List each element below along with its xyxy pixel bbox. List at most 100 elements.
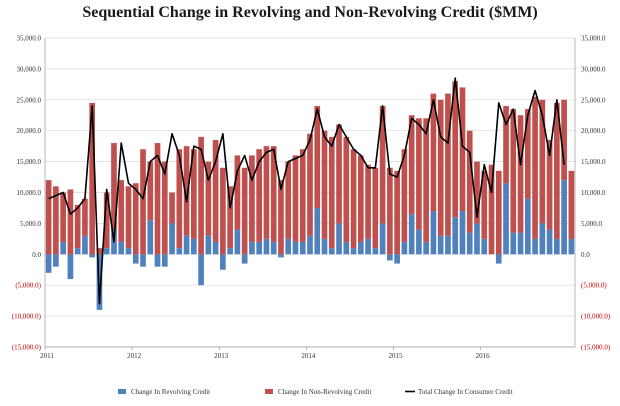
bar-revolving <box>118 241 125 255</box>
bar-non-revolving <box>176 149 183 249</box>
y-tick-label-left: 20,000.0 <box>17 127 42 135</box>
bar-revolving <box>270 241 277 255</box>
bar-non-revolving <box>270 146 277 242</box>
bar-non-revolving <box>183 146 190 236</box>
bar-non-revolving <box>495 170 502 255</box>
legend-label: Change In Non-Revolving Credit <box>278 388 372 396</box>
bar-non-revolving <box>307 133 313 236</box>
bar-revolving <box>437 235 444 255</box>
bar-revolving <box>416 229 422 255</box>
bar-non-revolving <box>365 164 371 239</box>
y-tick-label-left: 0.0 <box>32 251 41 259</box>
bar-revolving <box>132 254 139 264</box>
bar-revolving <box>466 232 473 255</box>
bar-non-revolving <box>205 161 212 236</box>
bar-revolving <box>45 254 52 273</box>
bar-revolving <box>394 254 400 264</box>
bar-revolving <box>191 238 197 255</box>
bar-non-revolving <box>132 183 139 255</box>
bar-revolving <box>379 223 386 255</box>
chart-title: Sequential Change in Revolving and Non-R… <box>82 4 538 21</box>
x-tick-label: 2014 <box>301 352 316 360</box>
bar-non-revolving <box>546 139 553 230</box>
bar-revolving <box>474 223 480 255</box>
y-tick-label-right: 25,000.0 <box>581 96 606 104</box>
bar-revolving <box>328 248 335 255</box>
bar-non-revolving <box>387 167 393 255</box>
bar-non-revolving <box>256 149 263 242</box>
bar-revolving <box>307 235 313 255</box>
bar-non-revolving <box>379 105 386 224</box>
bar-non-revolving <box>74 204 81 249</box>
bar-revolving <box>372 248 379 255</box>
x-tick-label: 2012 <box>127 352 142 360</box>
bar-non-revolving <box>408 115 415 215</box>
bar-non-revolving <box>118 180 125 242</box>
bar-revolving <box>532 238 538 255</box>
bar-non-revolving <box>161 161 168 255</box>
bar-non-revolving <box>517 115 524 233</box>
bar-revolving <box>278 254 284 258</box>
bar-revolving <box>459 211 466 255</box>
bar-revolving <box>183 235 190 255</box>
bar-revolving <box>365 238 371 255</box>
bar-non-revolving <box>234 155 241 230</box>
bar-revolving <box>256 241 263 255</box>
x-tick-label: 2016 <box>476 352 491 360</box>
y-tick-label-left: 5,000.0 <box>20 220 42 228</box>
bar-non-revolving <box>561 99 567 181</box>
bar-non-revolving <box>45 180 52 255</box>
axes: (15,000.0) (15,000.0) (10,000.0) (10,000.0)… <box>12 35 611 361</box>
legend-label: Change In Revolving Credit <box>131 388 210 396</box>
bar-revolving <box>212 241 219 255</box>
bar-revolving <box>169 223 175 255</box>
bar-non-revolving <box>140 149 146 255</box>
bar-non-revolving <box>474 161 480 224</box>
bar-revolving <box>495 254 502 264</box>
bar-non-revolving <box>503 105 509 184</box>
bar-revolving <box>554 238 560 255</box>
bar-non-revolving <box>466 130 473 233</box>
x-tick-label: 2013 <box>214 352 229 360</box>
bar-non-revolving <box>292 155 299 242</box>
x-tick-label: 2011 <box>40 352 54 360</box>
bar-revolving <box>546 229 553 255</box>
bar-non-revolving <box>452 81 459 218</box>
bar-revolving <box>357 241 364 255</box>
bar-revolving <box>234 229 241 255</box>
bar-revolving <box>445 235 451 255</box>
bar-revolving <box>568 238 575 255</box>
bar-revolving <box>60 241 66 255</box>
bar-non-revolving <box>532 96 538 239</box>
bar-non-revolving <box>321 130 328 239</box>
bar-non-revolving <box>169 192 175 224</box>
bar-revolving <box>561 180 567 255</box>
bar-revolving <box>220 254 226 270</box>
legend: Change In Revolving Credit Change In Non-… <box>118 388 513 396</box>
bar-revolving <box>176 248 183 255</box>
bar-revolving <box>452 217 459 255</box>
bar-revolving <box>524 198 531 255</box>
bar-non-revolving <box>401 149 408 242</box>
y-tick-label-right: 5,000.0 <box>581 220 603 228</box>
bar-non-revolving <box>241 167 248 255</box>
bar-non-revolving <box>336 124 342 224</box>
bar-non-revolving <box>299 149 306 242</box>
bar-non-revolving <box>372 167 379 249</box>
bar-revolving <box>321 238 328 255</box>
bar-non-revolving <box>285 161 292 239</box>
bar-revolving <box>423 241 429 255</box>
total-line <box>48 77 565 305</box>
bar-non-revolving <box>350 149 357 249</box>
y-tick-label-left: 25,000.0 <box>17 96 42 104</box>
bar-revolving <box>53 254 59 267</box>
y-tick-label-right: 30,000.0 <box>581 65 606 73</box>
bar-revolving <box>350 248 357 255</box>
bar-non-revolving <box>488 164 495 255</box>
y-tick-label-left: 35,000.0 <box>17 35 42 43</box>
y-tick-label-left: (5,000.0) <box>15 282 41 290</box>
bar-non-revolving <box>416 118 422 230</box>
bar-non-revolving <box>394 170 400 255</box>
bar-revolving <box>198 254 204 286</box>
